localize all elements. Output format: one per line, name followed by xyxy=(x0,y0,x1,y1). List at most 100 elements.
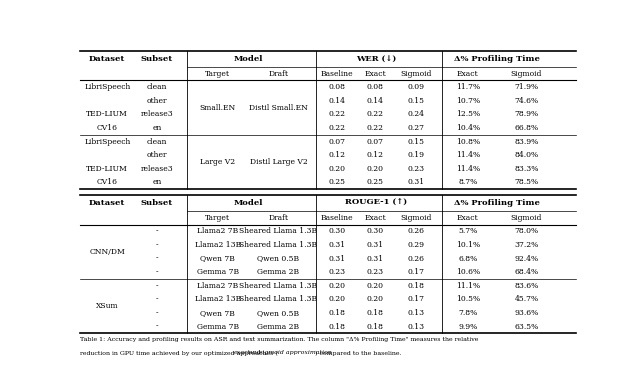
Text: Sigmoid: Sigmoid xyxy=(401,214,432,222)
Text: 0.09: 0.09 xyxy=(408,83,425,91)
Text: -: - xyxy=(156,227,158,236)
Text: CV16: CV16 xyxy=(97,124,118,132)
Text: and: and xyxy=(246,350,262,355)
Text: Distil Large V2: Distil Large V2 xyxy=(250,158,307,166)
Text: 0.14: 0.14 xyxy=(367,97,383,105)
Text: 0.29: 0.29 xyxy=(408,241,425,249)
Text: Llama2 7B: Llama2 7B xyxy=(197,227,239,236)
Text: 0.13: 0.13 xyxy=(408,323,425,331)
Text: CV16: CV16 xyxy=(97,178,118,187)
Text: XSum: XSum xyxy=(96,302,118,310)
Text: Qwen 7B: Qwen 7B xyxy=(200,255,236,263)
Text: 7.8%: 7.8% xyxy=(458,309,477,317)
Text: Qwen 0.5B: Qwen 0.5B xyxy=(257,309,300,317)
Text: -: - xyxy=(156,282,158,290)
Text: 0.15: 0.15 xyxy=(408,138,425,146)
Text: 0.13: 0.13 xyxy=(408,309,425,317)
Text: 83.6%: 83.6% xyxy=(515,282,538,290)
Text: 0.19: 0.19 xyxy=(408,151,425,159)
Text: Gemma 7B: Gemma 7B xyxy=(197,268,239,276)
Text: 0.18: 0.18 xyxy=(328,323,346,331)
Text: 78.0%: 78.0% xyxy=(515,227,538,236)
Text: LibriSpeech: LibriSpeech xyxy=(84,83,131,91)
Text: Sheared Llama 1.3B: Sheared Llama 1.3B xyxy=(239,227,317,236)
Text: Llama2 13B: Llama2 13B xyxy=(195,296,241,304)
Text: 10.8%: 10.8% xyxy=(456,138,480,146)
Text: 10.6%: 10.6% xyxy=(456,268,480,276)
Text: 74.6%: 74.6% xyxy=(515,97,538,105)
Text: 0.07: 0.07 xyxy=(328,138,346,146)
Text: Sigmoid: Sigmoid xyxy=(401,70,432,78)
Text: 8.7%: 8.7% xyxy=(458,178,477,187)
Text: 0.31: 0.31 xyxy=(408,178,425,187)
Text: 78.9%: 78.9% xyxy=(515,110,538,118)
Text: 0.22: 0.22 xyxy=(367,124,383,132)
Text: 11.4%: 11.4% xyxy=(456,165,480,173)
Text: 12.5%: 12.5% xyxy=(456,110,480,118)
Text: Gemma 2B: Gemma 2B xyxy=(257,268,300,276)
Text: en: en xyxy=(152,178,161,187)
Text: Exact: Exact xyxy=(457,214,479,222)
Text: Baseline: Baseline xyxy=(321,70,353,78)
Text: Sheared Llama 1.3B: Sheared Llama 1.3B xyxy=(239,241,317,249)
Text: 0.20: 0.20 xyxy=(328,165,346,173)
Text: clean: clean xyxy=(147,138,167,146)
Text: 0.18: 0.18 xyxy=(367,309,383,317)
Text: Small.EN: Small.EN xyxy=(200,104,236,112)
Text: Sigmoid: Sigmoid xyxy=(511,214,542,222)
Text: 0.17: 0.17 xyxy=(408,296,425,304)
Text: release3: release3 xyxy=(141,165,173,173)
Text: 0.25: 0.25 xyxy=(328,178,346,187)
Text: 71.9%: 71.9% xyxy=(515,83,538,91)
Text: 0.20: 0.20 xyxy=(328,296,346,304)
Text: 66.8%: 66.8% xyxy=(515,124,538,132)
Text: release3: release3 xyxy=(141,110,173,118)
Text: 6.8%: 6.8% xyxy=(458,255,477,263)
Text: 0.23: 0.23 xyxy=(408,165,425,173)
Text: Baseline: Baseline xyxy=(321,214,353,222)
Text: 93.6%: 93.6% xyxy=(515,309,538,317)
Text: Distil Small.EN: Distil Small.EN xyxy=(249,104,308,112)
Text: Dataset: Dataset xyxy=(89,55,125,63)
Text: Dataset: Dataset xyxy=(89,199,125,207)
Text: 0.31: 0.31 xyxy=(367,241,384,249)
Text: en: en xyxy=(152,124,161,132)
Text: 11.7%: 11.7% xyxy=(456,83,480,91)
Text: 83.3%: 83.3% xyxy=(514,165,539,173)
Text: reduction in GPU time achieved by our optimized approaches (: reduction in GPU time achieved by our op… xyxy=(80,350,278,356)
Text: 0.31: 0.31 xyxy=(328,241,346,249)
Text: 0.26: 0.26 xyxy=(408,255,425,263)
Text: sigmoid approximation: sigmoid approximation xyxy=(259,350,332,355)
Text: Sheared Llama 1.3B: Sheared Llama 1.3B xyxy=(239,296,317,304)
Text: 5.7%: 5.7% xyxy=(458,227,477,236)
Text: 11.4%: 11.4% xyxy=(456,151,480,159)
Text: 78.5%: 78.5% xyxy=(515,178,538,187)
Text: 0.22: 0.22 xyxy=(367,110,383,118)
Text: -: - xyxy=(156,309,158,317)
Text: 11.1%: 11.1% xyxy=(456,282,480,290)
Text: LibriSpeech: LibriSpeech xyxy=(84,138,131,146)
Text: Qwen 0.5B: Qwen 0.5B xyxy=(257,255,300,263)
Text: 0.20: 0.20 xyxy=(328,282,346,290)
Text: TED-LIUM: TED-LIUM xyxy=(86,165,128,173)
Text: 9.9%: 9.9% xyxy=(458,323,477,331)
Text: 10.4%: 10.4% xyxy=(456,124,480,132)
Text: 0.12: 0.12 xyxy=(367,151,383,159)
Text: exact: exact xyxy=(234,350,250,355)
Text: 0.31: 0.31 xyxy=(328,255,346,263)
Text: TED-LIUM: TED-LIUM xyxy=(86,110,128,118)
Text: 0.15: 0.15 xyxy=(408,97,425,105)
Text: Δ% Profiling Time: Δ% Profiling Time xyxy=(454,55,540,63)
Text: ROUGE-1 (↑): ROUGE-1 (↑) xyxy=(345,199,407,207)
Text: 0.22: 0.22 xyxy=(328,124,346,132)
Text: Llama2 7B: Llama2 7B xyxy=(197,282,239,290)
Text: Target: Target xyxy=(205,214,230,222)
Text: Model: Model xyxy=(234,55,263,63)
Text: 0.18: 0.18 xyxy=(408,282,425,290)
Text: Exact: Exact xyxy=(364,70,386,78)
Text: 0.07: 0.07 xyxy=(367,138,383,146)
Text: 0.12: 0.12 xyxy=(328,151,346,159)
Text: Qwen 7B: Qwen 7B xyxy=(200,309,236,317)
Text: 83.9%: 83.9% xyxy=(515,138,538,146)
Text: Gemma 2B: Gemma 2B xyxy=(257,323,300,331)
